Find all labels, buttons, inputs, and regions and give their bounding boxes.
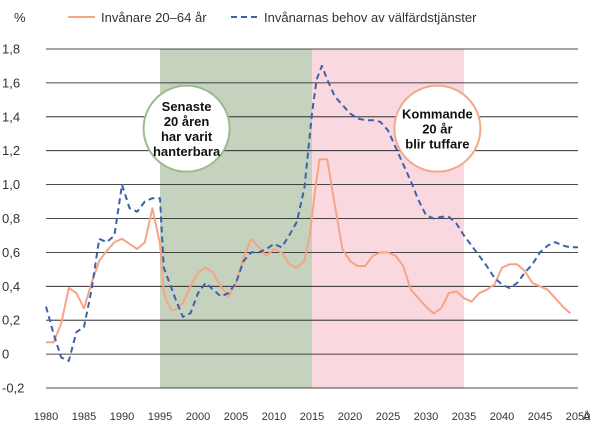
x-tick-label: 2045 bbox=[528, 411, 552, 423]
chart-gridlines bbox=[46, 48, 578, 389]
x-tick-label: 2010 bbox=[262, 411, 286, 423]
y-tick-label: 0,4 bbox=[2, 279, 20, 294]
legend-label-behov: Invånarnas behov av välfärdstjänster bbox=[264, 10, 477, 25]
x-tick-label: 2040 bbox=[490, 411, 514, 423]
annotation-bubble-0 bbox=[142, 84, 231, 173]
annotation-text: Kommande bbox=[402, 107, 473, 122]
y-tick-label: 0,2 bbox=[2, 313, 20, 328]
y-axis-ticks: -0,2 0 0,2 0,4 0,6 0,8 1,0 1,2 1,4 1,6 1,8 bbox=[2, 42, 24, 396]
x-tick-label: 1980 bbox=[34, 411, 58, 423]
x-tick-label: 1985 bbox=[72, 411, 96, 423]
annotation-bubble-1 bbox=[393, 84, 482, 173]
x-tick-label: 2050 bbox=[566, 411, 590, 423]
y-tick-label: 1,2 bbox=[2, 143, 20, 158]
legend: Invånare 20–64 år Invånarnas behov av vä… bbox=[68, 10, 477, 25]
x-tick-label: 2000 bbox=[186, 411, 210, 423]
y-tick-label: 0 bbox=[2, 347, 9, 362]
x-tick-label: 2035 bbox=[452, 411, 476, 423]
y-tick-label: -0,2 bbox=[2, 381, 24, 396]
y-tick-label: 1,6 bbox=[2, 75, 20, 90]
y-tick-label: 1,0 bbox=[2, 177, 20, 192]
annotation-text: har varit bbox=[161, 129, 213, 144]
x-tick-label: 1990 bbox=[110, 411, 134, 423]
y-tick-label: 1,8 bbox=[2, 42, 20, 57]
annotation-text: Senaste bbox=[162, 99, 212, 114]
annotation-text: blir tuffare bbox=[405, 137, 469, 152]
y-tick-label: 1,4 bbox=[2, 109, 20, 124]
y-axis-label: % bbox=[14, 10, 26, 25]
y-tick-label: 0,6 bbox=[2, 245, 20, 260]
x-axis-label: År bbox=[583, 410, 591, 423]
annotation-text: 20 år bbox=[422, 122, 452, 137]
series-line-1 bbox=[45, 64, 578, 362]
chart-series bbox=[45, 64, 578, 362]
x-tick-label: 1995 bbox=[148, 411, 172, 423]
x-axis-ticks: 1980 1985 1990 1995 2000 2005 2010 2015 2020 2025… bbox=[34, 411, 590, 423]
legend-label-invanare: Invånare 20–64 år bbox=[101, 10, 207, 25]
y-tick-label: 0,8 bbox=[2, 211, 20, 226]
series-line-0 bbox=[46, 158, 572, 344]
x-tick-label: 2015 bbox=[300, 411, 324, 423]
x-tick-label: 2025 bbox=[376, 411, 400, 423]
x-tick-label: 2030 bbox=[414, 411, 438, 423]
x-tick-label: 2005 bbox=[224, 411, 248, 423]
annotation-text: hanterbara bbox=[153, 144, 221, 159]
annotation-text: 20 åren bbox=[164, 114, 210, 129]
x-tick-label: 2020 bbox=[338, 411, 362, 423]
